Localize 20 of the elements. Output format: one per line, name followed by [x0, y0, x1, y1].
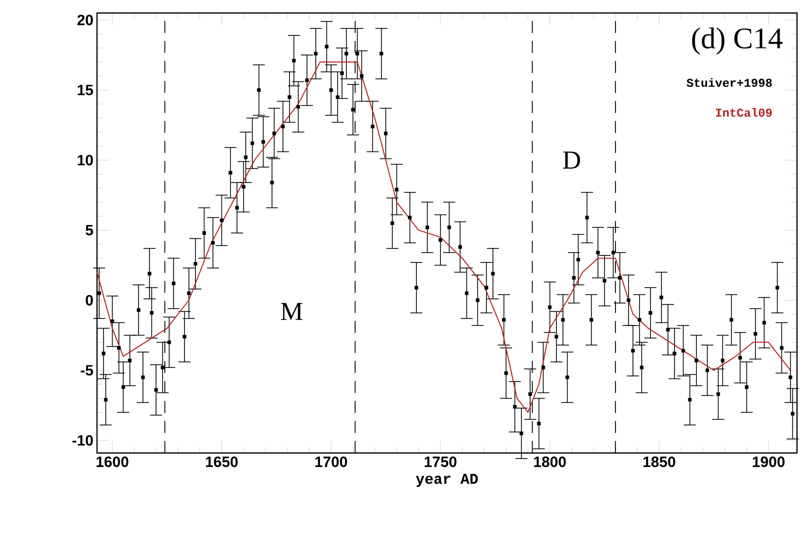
y-tick-label: -5: [80, 365, 94, 376]
x-tick-label: 1650: [206, 456, 238, 468]
y-tick-label: -10: [72, 435, 93, 446]
x-tick-label: 1750: [424, 456, 456, 468]
chart-title: (d) C14: [692, 28, 782, 55]
x-axis-title: year AD: [416, 474, 478, 487]
x-tick-label: 1700: [315, 456, 348, 468]
annotation: M: [280, 302, 302, 320]
y-tick-label: 10: [78, 154, 93, 166]
y-tick-label: 15: [78, 84, 94, 96]
x-tick-label: 1900: [752, 456, 785, 468]
text: IntCal09: [716, 108, 772, 117]
y-tick-label: 20: [77, 14, 93, 26]
y-tick-label: 5: [86, 224, 94, 236]
x-tick-label: 1850: [644, 456, 676, 468]
annotation: D: [563, 152, 580, 169]
text: Stuiver+1998: [686, 78, 772, 87]
x-tick-label: 1600: [96, 456, 128, 468]
x-tick-label: 1800: [534, 456, 566, 468]
y-tick-label: 0: [86, 294, 93, 306]
